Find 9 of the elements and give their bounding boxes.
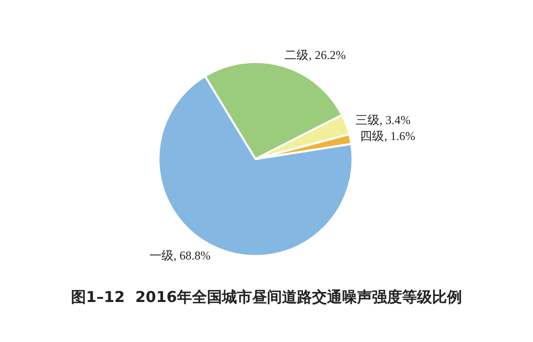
text: 图1–12 2016年全国城市昼间道路交通噪声强度等级比例 (70, 288, 463, 307)
data-label: , 1.6% (384, 129, 416, 144)
data-label: , 26.2% (308, 48, 346, 62)
data-label: , 68.8% (174, 248, 211, 262)
slice-label: 三级 (355, 113, 380, 128)
slice-label: 一级 (150, 248, 174, 262)
slice-label: 四级 (360, 129, 384, 144)
slice-label: 二级 (284, 48, 309, 62)
data-label: , 3.4% (379, 113, 410, 128)
